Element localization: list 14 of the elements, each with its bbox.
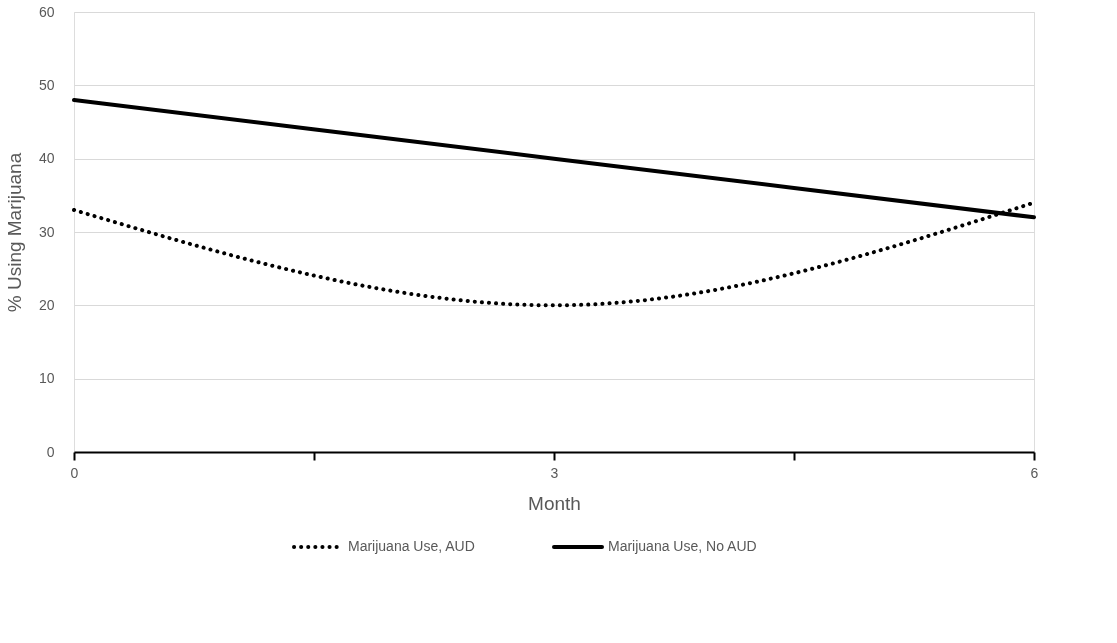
y-tick-label: 10 bbox=[38, 370, 55, 387]
legend-label: Marijuana Use, No AUD bbox=[608, 538, 757, 554]
x-tick-label: 3 bbox=[550, 464, 559, 481]
x-axis-title: Month bbox=[528, 492, 581, 514]
y-tick-label: 40 bbox=[38, 150, 55, 167]
y-axis-title: % Using Marijuana bbox=[3, 152, 25, 313]
y-tick-label: 50 bbox=[38, 76, 55, 93]
y-tick-label: 30 bbox=[38, 223, 55, 240]
legend-label: Marijuana Use, AUD bbox=[348, 538, 475, 554]
x-tick-label: 6 bbox=[1030, 464, 1039, 481]
y-tick-label: 0 bbox=[46, 443, 55, 460]
x-tick-label: 0 bbox=[70, 464, 79, 481]
y-tick-label: 60 bbox=[38, 3, 55, 20]
y-tick-label: 20 bbox=[38, 296, 55, 313]
